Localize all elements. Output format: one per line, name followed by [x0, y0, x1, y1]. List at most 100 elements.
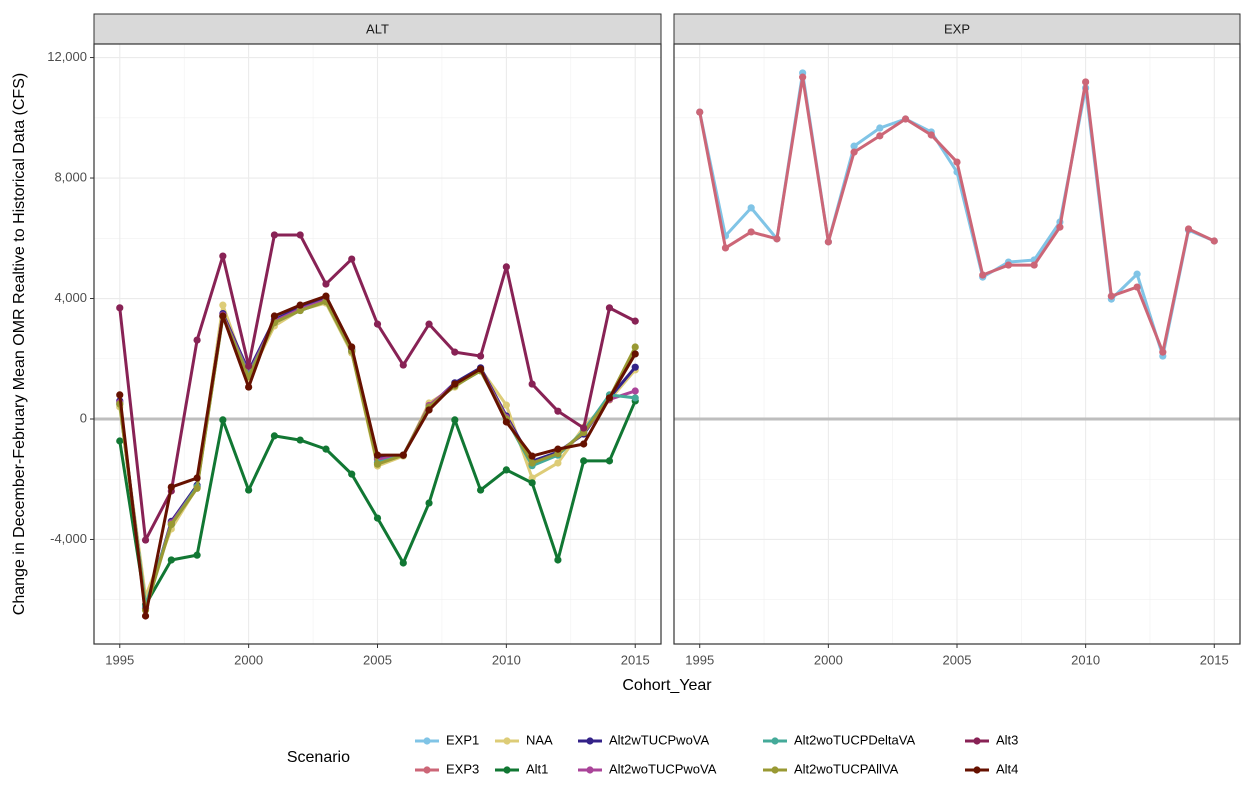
data-point	[1107, 292, 1115, 300]
data-point	[580, 440, 588, 448]
data-point	[502, 401, 510, 409]
y-tick-label: -4,000	[50, 531, 87, 546]
data-point	[296, 301, 304, 309]
legend-label: Alt2woTUCPAllVA	[794, 761, 899, 776]
data-point	[373, 460, 382, 468]
data-point	[373, 451, 382, 459]
x-tick-label: 2005	[363, 652, 392, 667]
y-tick-label: 8,000	[54, 169, 87, 184]
legend-item: Alt2wTUCPwoVA	[578, 732, 710, 747]
data-point	[580, 457, 588, 465]
data-point	[528, 459, 536, 467]
x-tick-label: 2005	[943, 652, 972, 667]
data-point	[296, 306, 304, 315]
data-point	[1210, 237, 1218, 245]
data-point	[141, 536, 150, 544]
data-point	[219, 312, 227, 320]
x-tick-label: 2010	[492, 652, 521, 667]
data-point	[554, 445, 562, 453]
data-point	[348, 255, 356, 263]
data-point	[502, 263, 510, 271]
data-point	[373, 320, 382, 328]
x-tick-label: 2000	[234, 652, 263, 667]
data-point	[631, 394, 639, 402]
data-point	[425, 320, 433, 328]
data-point	[979, 271, 987, 279]
data-point	[167, 520, 175, 529]
data-point	[631, 350, 639, 358]
data-point	[270, 432, 279, 440]
data-point	[296, 436, 304, 444]
data-point	[167, 483, 175, 491]
data-point	[850, 142, 858, 150]
legend-item: Alt2woTUCPwoVA	[578, 761, 717, 776]
data-point	[1004, 261, 1013, 269]
data-point	[631, 387, 639, 395]
x-axis-title: Cohort_Year	[622, 677, 712, 694]
data-point	[270, 231, 279, 239]
data-point	[605, 394, 614, 402]
data-point	[348, 343, 356, 351]
data-point	[193, 474, 201, 482]
data-point	[1082, 78, 1090, 86]
data-point	[270, 312, 279, 320]
data-point	[605, 304, 614, 312]
x-tick-label: 2015	[621, 652, 650, 667]
legend-key-point	[423, 737, 431, 745]
data-point	[219, 301, 227, 309]
data-point	[451, 348, 459, 356]
data-point	[193, 336, 201, 344]
data-point	[476, 365, 485, 373]
data-point	[245, 383, 253, 391]
data-point	[824, 238, 832, 246]
data-point	[1133, 270, 1141, 278]
data-point	[747, 228, 755, 236]
data-point	[901, 115, 910, 123]
data-point	[1184, 225, 1193, 233]
x-tick-label: 2010	[1071, 652, 1100, 667]
data-point	[1133, 283, 1141, 291]
data-point	[373, 514, 382, 522]
data-point	[696, 108, 704, 116]
legend-key-point	[771, 737, 779, 745]
data-point	[116, 304, 124, 312]
legend-label: EXP1	[446, 732, 479, 747]
data-point	[580, 424, 588, 432]
legend-label: Alt1	[526, 761, 548, 776]
data-point	[605, 457, 614, 465]
legend-key-point	[973, 766, 981, 774]
data-point	[631, 343, 639, 351]
legend-item: Alt4	[965, 761, 1018, 776]
data-point	[1159, 348, 1167, 356]
y-axis-title: Change in December-February Mean OMR Rea…	[11, 73, 28, 615]
y-tick-label: 0	[80, 410, 87, 425]
data-point	[528, 380, 536, 388]
legend-item: Alt2woTUCPAllVA	[763, 761, 899, 776]
legend-key-point	[503, 766, 511, 774]
data-point	[425, 406, 433, 414]
legend-label: Alt3	[996, 732, 1018, 747]
data-point	[245, 362, 253, 370]
legend-label: Alt2wTUCPwoVA	[609, 732, 710, 747]
x-tick-label: 1995	[685, 652, 714, 667]
data-point	[399, 451, 407, 459]
legend-item: Alt1	[495, 761, 548, 776]
data-point	[399, 559, 407, 567]
legend-item: Alt3	[965, 732, 1018, 747]
data-point	[451, 416, 459, 424]
legend-label: Alt4	[996, 761, 1018, 776]
data-point	[747, 204, 755, 212]
legend-key-point	[423, 766, 431, 774]
data-point	[773, 235, 781, 243]
data-point	[476, 486, 485, 494]
legend-label: EXP3	[446, 761, 479, 776]
data-point	[850, 148, 858, 156]
x-tick-label: 2015	[1200, 652, 1229, 667]
data-point	[799, 73, 807, 81]
data-point	[721, 244, 730, 252]
legend-item: Alt2woTUCPDeltaVA	[763, 732, 915, 747]
data-point	[502, 466, 510, 474]
legend-key-point	[973, 737, 981, 745]
data-point	[399, 361, 407, 369]
data-point	[219, 252, 227, 260]
